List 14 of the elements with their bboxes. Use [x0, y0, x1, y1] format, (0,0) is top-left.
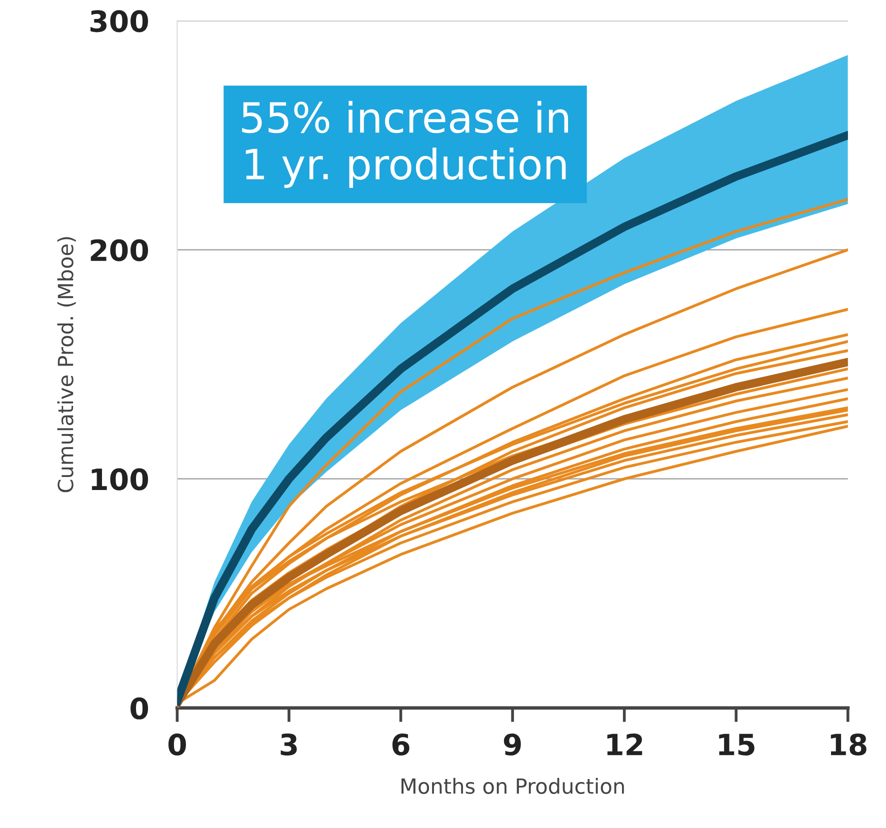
x-axis-title: Months on Production — [402, 778, 624, 794]
x-tick-label: 18 — [830, 733, 866, 756]
y-tick-label: 0 — [130, 697, 148, 720]
y-tick-label: 200 — [90, 239, 148, 262]
y-tick-label: 100 — [92, 468, 148, 490]
annotation: 55% increase in 1 yr. production — [242, 100, 568, 188]
y-axis-title: Cumulative Prod. (Mboe) — [57, 237, 76, 492]
x-tick-label: 0 — [168, 733, 186, 756]
x-tick-label: 3 — [280, 733, 297, 756]
x-tick-label: 6 — [392, 733, 410, 756]
y-tick-label: 300 — [90, 10, 148, 32]
x-tick-label: 15 — [719, 734, 754, 756]
x-tick-label: 12 — [607, 733, 642, 756]
x-tick-label: 9 — [504, 733, 521, 756]
